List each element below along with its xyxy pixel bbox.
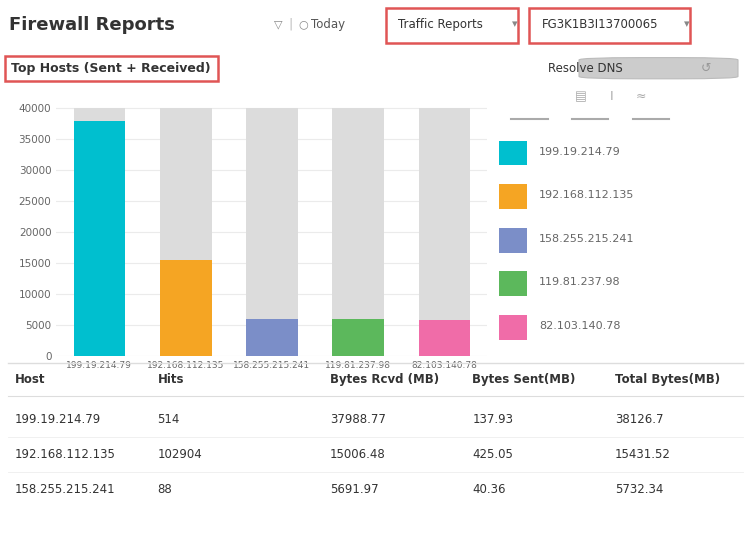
Bar: [419, 108, 470, 356]
Text: 514: 514: [158, 413, 180, 426]
FancyBboxPatch shape: [4, 56, 218, 81]
Text: ▤: ▤: [575, 90, 587, 103]
Text: 199.19.214.79: 199.19.214.79: [539, 147, 621, 157]
Text: Total Bytes(MB): Total Bytes(MB): [615, 373, 720, 386]
FancyBboxPatch shape: [386, 7, 518, 43]
Text: 82.103.140.78: 82.103.140.78: [539, 321, 620, 331]
Text: ○: ○: [298, 19, 308, 29]
Text: Traffic Reports: Traffic Reports: [398, 18, 483, 31]
Text: Bytes Rcvd (MB): Bytes Rcvd (MB): [330, 373, 440, 386]
FancyBboxPatch shape: [579, 58, 738, 79]
Bar: [332, 319, 384, 356]
Text: 5732.34: 5732.34: [615, 484, 663, 496]
Bar: [499, 141, 526, 165]
Text: 88: 88: [158, 484, 172, 496]
Text: 425.05: 425.05: [472, 448, 513, 461]
Text: Today: Today: [311, 18, 345, 31]
Text: Top Hosts (Sent + Received): Top Hosts (Sent + Received): [11, 62, 211, 75]
Text: 5691.97: 5691.97: [330, 484, 379, 496]
Bar: [499, 184, 526, 209]
Bar: [499, 228, 526, 253]
Text: ▽: ▽: [274, 19, 282, 29]
Bar: [246, 108, 298, 356]
Text: 15006.48: 15006.48: [330, 448, 386, 461]
Text: Firewall Reports: Firewall Reports: [9, 17, 175, 34]
Text: FG3K1B3I13700065: FG3K1B3I13700065: [542, 18, 658, 31]
Bar: [74, 120, 125, 356]
Text: Host: Host: [15, 373, 46, 386]
Text: ▾: ▾: [512, 19, 518, 29]
Text: 158.255.215.241: 158.255.215.241: [15, 484, 116, 496]
Bar: [419, 320, 470, 356]
Bar: [499, 271, 526, 296]
Bar: [499, 315, 526, 340]
Text: 37988.77: 37988.77: [330, 413, 386, 426]
Bar: [160, 108, 212, 356]
Text: 158.255.215.241: 158.255.215.241: [539, 234, 634, 244]
Text: 119.81.237.98: 119.81.237.98: [539, 277, 620, 287]
Bar: [332, 108, 384, 356]
Text: 38126.7: 38126.7: [615, 413, 664, 426]
Text: 15431.52: 15431.52: [615, 448, 670, 461]
Text: Resolve DNS: Resolve DNS: [548, 62, 622, 75]
Text: Ⅰ: Ⅰ: [610, 90, 613, 103]
Text: ↺: ↺: [701, 62, 712, 75]
Text: ≈: ≈: [636, 90, 646, 103]
Text: Bytes Sent(MB): Bytes Sent(MB): [472, 373, 576, 386]
Text: 192.168.112.135: 192.168.112.135: [15, 448, 116, 461]
Bar: [246, 319, 298, 356]
Text: |: |: [289, 18, 293, 31]
Text: 199.19.214.79: 199.19.214.79: [15, 413, 101, 426]
Text: 137.93: 137.93: [472, 413, 514, 426]
Bar: [160, 260, 212, 356]
FancyBboxPatch shape: [529, 7, 690, 43]
Text: ▾: ▾: [684, 19, 690, 29]
Text: 102904: 102904: [158, 448, 203, 461]
Text: 192.168.112.135: 192.168.112.135: [539, 190, 634, 200]
Bar: [74, 108, 125, 356]
Text: 40.36: 40.36: [472, 484, 506, 496]
Text: Hits: Hits: [158, 373, 184, 386]
